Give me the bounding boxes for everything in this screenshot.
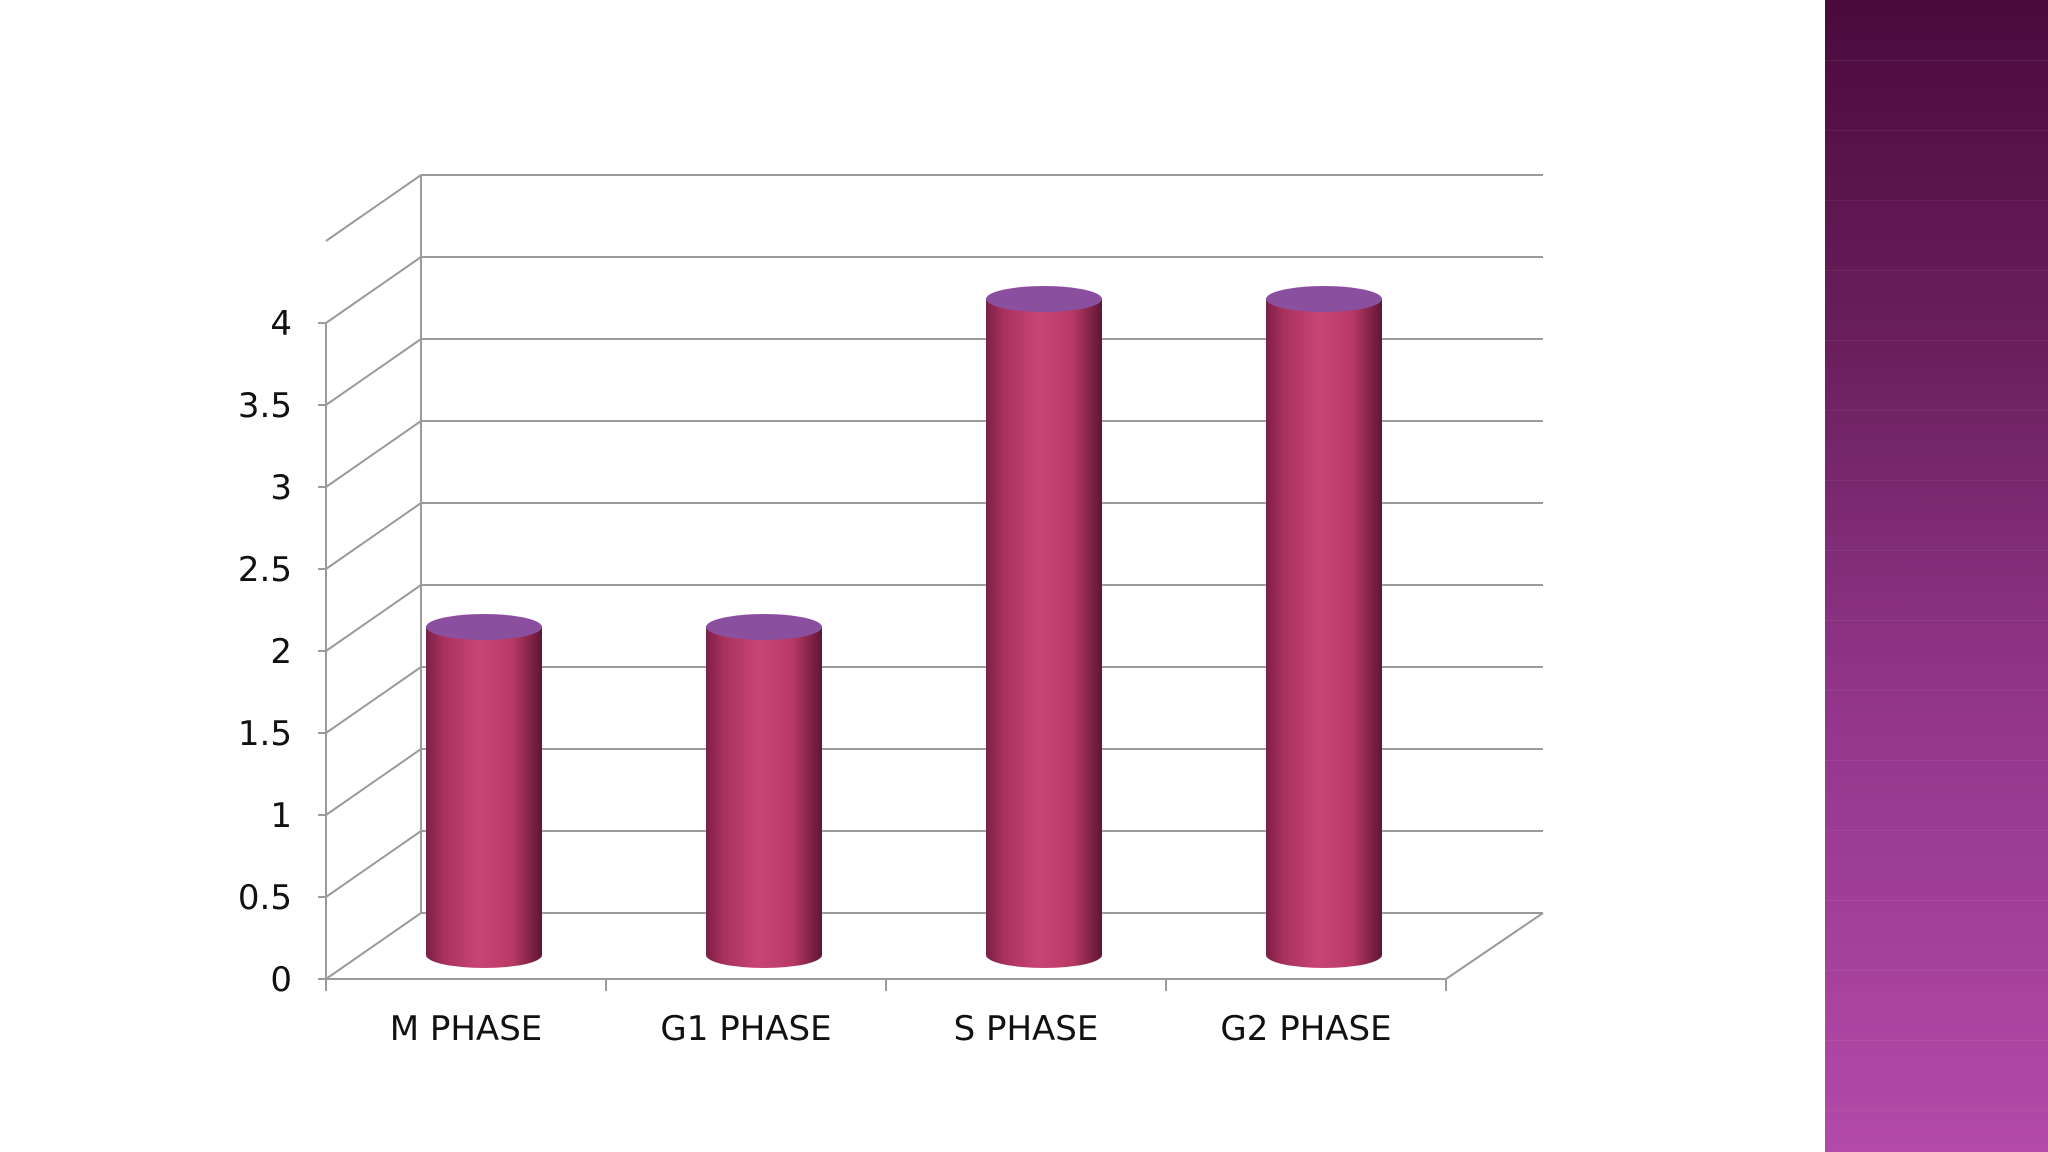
band-stripe: [1825, 830, 2048, 831]
side-gridline: [325, 748, 422, 816]
band-stripe: [1825, 1040, 2048, 1041]
decorative-side-band: [1825, 0, 2048, 1152]
bar-top: [986, 286, 1102, 312]
band-stripe: [1825, 760, 2048, 761]
band-stripe: [1825, 970, 2048, 971]
y-tick-label: 0: [270, 960, 292, 1000]
side-gridline: [325, 338, 422, 406]
band-stripe: [1825, 690, 2048, 691]
band-stripe: [1825, 340, 2048, 341]
y-tick-label: 0.5: [238, 878, 292, 918]
bar: [706, 614, 822, 968]
band-stripe: [1825, 60, 2048, 61]
band-stripe: [1825, 410, 2048, 411]
band-stripe: [1825, 1110, 2048, 1111]
bar: [986, 286, 1102, 968]
bar-body: [986, 299, 1102, 968]
band-stripe: [1825, 200, 2048, 201]
y-tick-label: 4: [270, 304, 292, 344]
band-stripe: [1825, 480, 2048, 481]
bar-top: [706, 614, 822, 640]
bar: [426, 614, 542, 968]
bar-body: [706, 627, 822, 968]
band-stripe: [1825, 270, 2048, 271]
x-category-label: M PHASE: [390, 1009, 543, 1049]
side-gridline: [325, 420, 422, 488]
y-tick-labels: 0 0.5 1 1.5 2 2.5 3 3.5 4: [238, 304, 292, 1000]
y-tick-label: 2: [270, 632, 292, 672]
bar-body: [426, 627, 542, 968]
y-tick-label: 2.5: [238, 550, 292, 590]
side-gridline: [325, 830, 422, 898]
side-gridline: [325, 584, 422, 652]
x-category-labels: M PHASE G1 PHASE S PHASE G2 PHASE: [390, 1009, 1392, 1049]
side-gridline: [325, 912, 422, 980]
y-tick-label: 3: [270, 468, 292, 508]
band-stripe: [1825, 550, 2048, 551]
side-gridline: [325, 666, 422, 734]
side-gridline: [325, 256, 422, 324]
x-category-label: S PHASE: [954, 1009, 1099, 1049]
y-tick-label: 1.5: [238, 714, 292, 754]
side-gridline: [325, 502, 422, 570]
side-gridline: [325, 174, 422, 242]
bar: [1266, 286, 1382, 968]
band-stripe: [1825, 900, 2048, 901]
y-tick-label: 3.5: [238, 386, 292, 426]
chart-bars: [426, 286, 1382, 968]
x-category-label: G2 PHASE: [1220, 1009, 1391, 1049]
x-category-label: G1 PHASE: [660, 1009, 831, 1049]
bar-top: [1266, 286, 1382, 312]
chart-axes: [318, 175, 1544, 991]
floor-right-edge: [1445, 912, 1544, 980]
band-stripe: [1825, 130, 2048, 131]
bar-top: [426, 614, 542, 640]
band-stripe: [1825, 620, 2048, 621]
y-tick-label: 1: [270, 796, 292, 836]
bar-body: [1266, 299, 1382, 968]
